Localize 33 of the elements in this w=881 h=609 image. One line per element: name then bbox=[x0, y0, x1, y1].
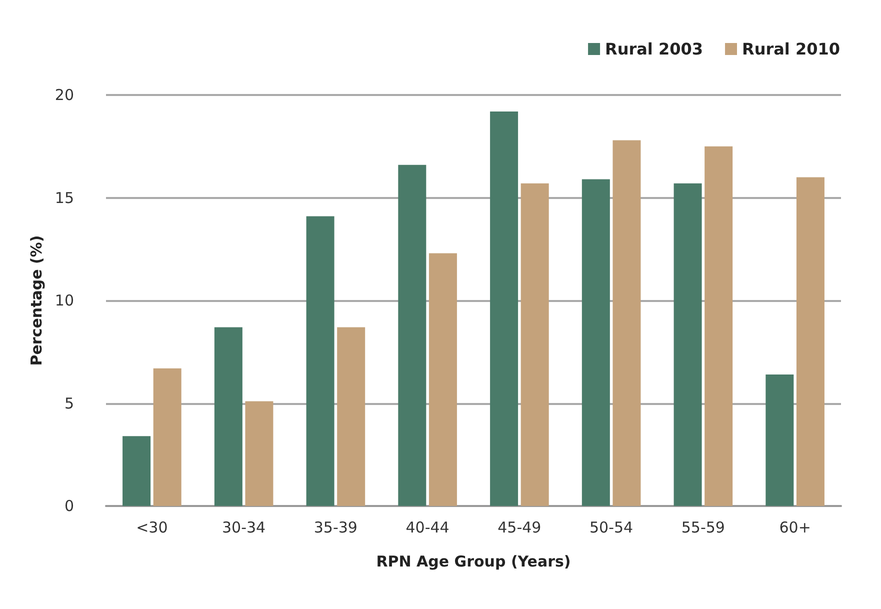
bar bbox=[582, 179, 610, 506]
bar bbox=[490, 111, 518, 506]
y-tick-label: 20 bbox=[54, 86, 74, 104]
y-axis-title: Percentage (%) bbox=[28, 235, 46, 366]
legend-label: Rural 2003 bbox=[605, 40, 704, 58]
bar bbox=[337, 327, 366, 506]
x-tick-label: 60+ bbox=[779, 518, 811, 536]
bar bbox=[796, 177, 824, 506]
x-axis-title: RPN Age Group (Years) bbox=[376, 552, 571, 570]
bar bbox=[520, 183, 549, 506]
x-tick-label: 30-34 bbox=[222, 518, 266, 536]
x-tick-label: 40-44 bbox=[406, 518, 450, 536]
legend-label: Rural 2010 bbox=[742, 40, 840, 58]
bar bbox=[214, 327, 242, 506]
x-tick-label: <30 bbox=[136, 518, 168, 536]
x-tick-label: 35-39 bbox=[314, 518, 358, 536]
bar bbox=[398, 164, 426, 506]
y-tick-label: 5 bbox=[64, 394, 74, 412]
bar bbox=[704, 146, 733, 506]
x-tick-label: 50-54 bbox=[590, 518, 634, 536]
x-tick-label: 45-49 bbox=[498, 518, 542, 536]
y-tick-label: 15 bbox=[54, 188, 74, 207]
y-tick-label: 10 bbox=[54, 292, 74, 310]
bar bbox=[153, 368, 182, 506]
bar bbox=[245, 401, 274, 506]
bar bbox=[612, 140, 641, 506]
bar bbox=[306, 216, 334, 506]
y-tick-label: 0 bbox=[64, 497, 74, 515]
x-tick-label: 55-59 bbox=[681, 518, 725, 536]
bar bbox=[122, 436, 151, 506]
bar bbox=[674, 183, 702, 506]
bar bbox=[766, 374, 794, 506]
bar bbox=[428, 253, 457, 506]
